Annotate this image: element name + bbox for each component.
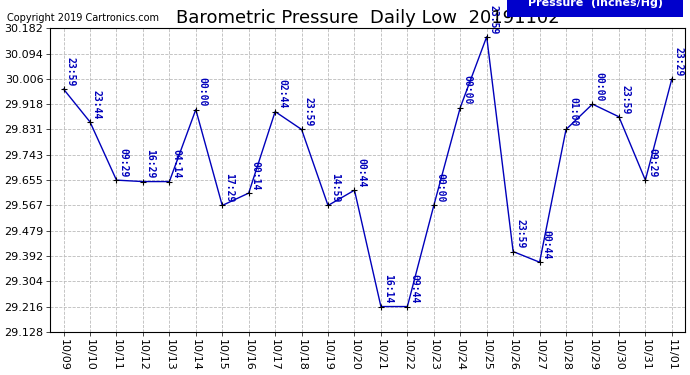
Text: 00:00: 00:00 — [462, 75, 472, 105]
Text: 17:29: 17:29 — [224, 173, 234, 203]
Text: 02:44: 02:44 — [277, 80, 287, 109]
Text: 00:44: 00:44 — [542, 230, 551, 260]
Text: 16:14: 16:14 — [383, 274, 393, 304]
Text: 23:59: 23:59 — [489, 4, 499, 34]
Text: 14:59: 14:59 — [330, 173, 340, 203]
Text: 09:29: 09:29 — [119, 148, 128, 177]
Text: 09:29: 09:29 — [647, 148, 658, 177]
Text: 00:14: 00:14 — [250, 161, 261, 190]
Text: 00:44: 00:44 — [357, 158, 366, 188]
Text: 00:00: 00:00 — [436, 173, 446, 203]
Text: 23:44: 23:44 — [92, 90, 102, 119]
Text: 23:59: 23:59 — [66, 57, 75, 86]
Text: 23:59: 23:59 — [515, 219, 525, 249]
Text: 23:59: 23:59 — [304, 97, 313, 127]
Title: Barometric Pressure  Daily Low  20191102: Barometric Pressure Daily Low 20191102 — [176, 9, 560, 27]
Text: 23:29: 23:29 — [673, 47, 684, 76]
Text: Pressure  (Inches/Hg): Pressure (Inches/Hg) — [528, 0, 662, 8]
Text: 23:59: 23:59 — [621, 85, 631, 114]
Text: 09:44: 09:44 — [409, 274, 420, 304]
Text: 00:00: 00:00 — [594, 72, 604, 101]
Text: 01:00: 01:00 — [568, 97, 578, 127]
Text: Copyright 2019 Cartronics.com: Copyright 2019 Cartronics.com — [7, 13, 159, 23]
Text: 04:14: 04:14 — [171, 149, 181, 179]
Text: 16:29: 16:29 — [145, 149, 155, 179]
Text: 00:00: 00:00 — [198, 77, 208, 107]
